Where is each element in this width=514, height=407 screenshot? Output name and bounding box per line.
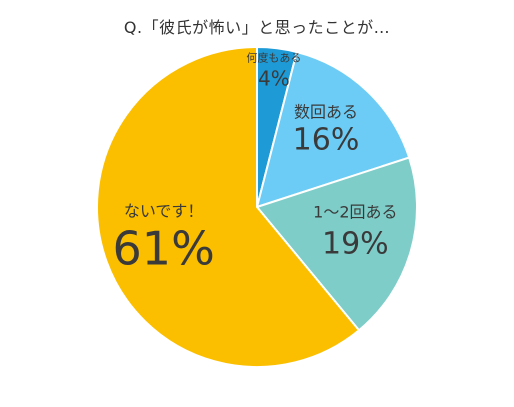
- slice-value-label: 61%: [113, 222, 215, 276]
- pie-slice: [255, 50, 411, 209]
- slice-label: 数回ある: [294, 103, 358, 122]
- pie-slice: [96, 45, 361, 368]
- slice-label: 何度もある: [246, 51, 301, 65]
- slice-label: ないです！: [124, 202, 204, 221]
- slice-label: 1〜2回ある: [313, 203, 397, 222]
- chart-title: Q.「彼氏が怖い」と思ったことが…: [123, 18, 391, 37]
- slice-value-label: 4%: [258, 67, 290, 91]
- pie-slice: [255, 156, 418, 332]
- slice-value-label: 19%: [322, 227, 389, 262]
- slice-value-label: 16%: [293, 123, 360, 158]
- pie-slices: [96, 45, 418, 368]
